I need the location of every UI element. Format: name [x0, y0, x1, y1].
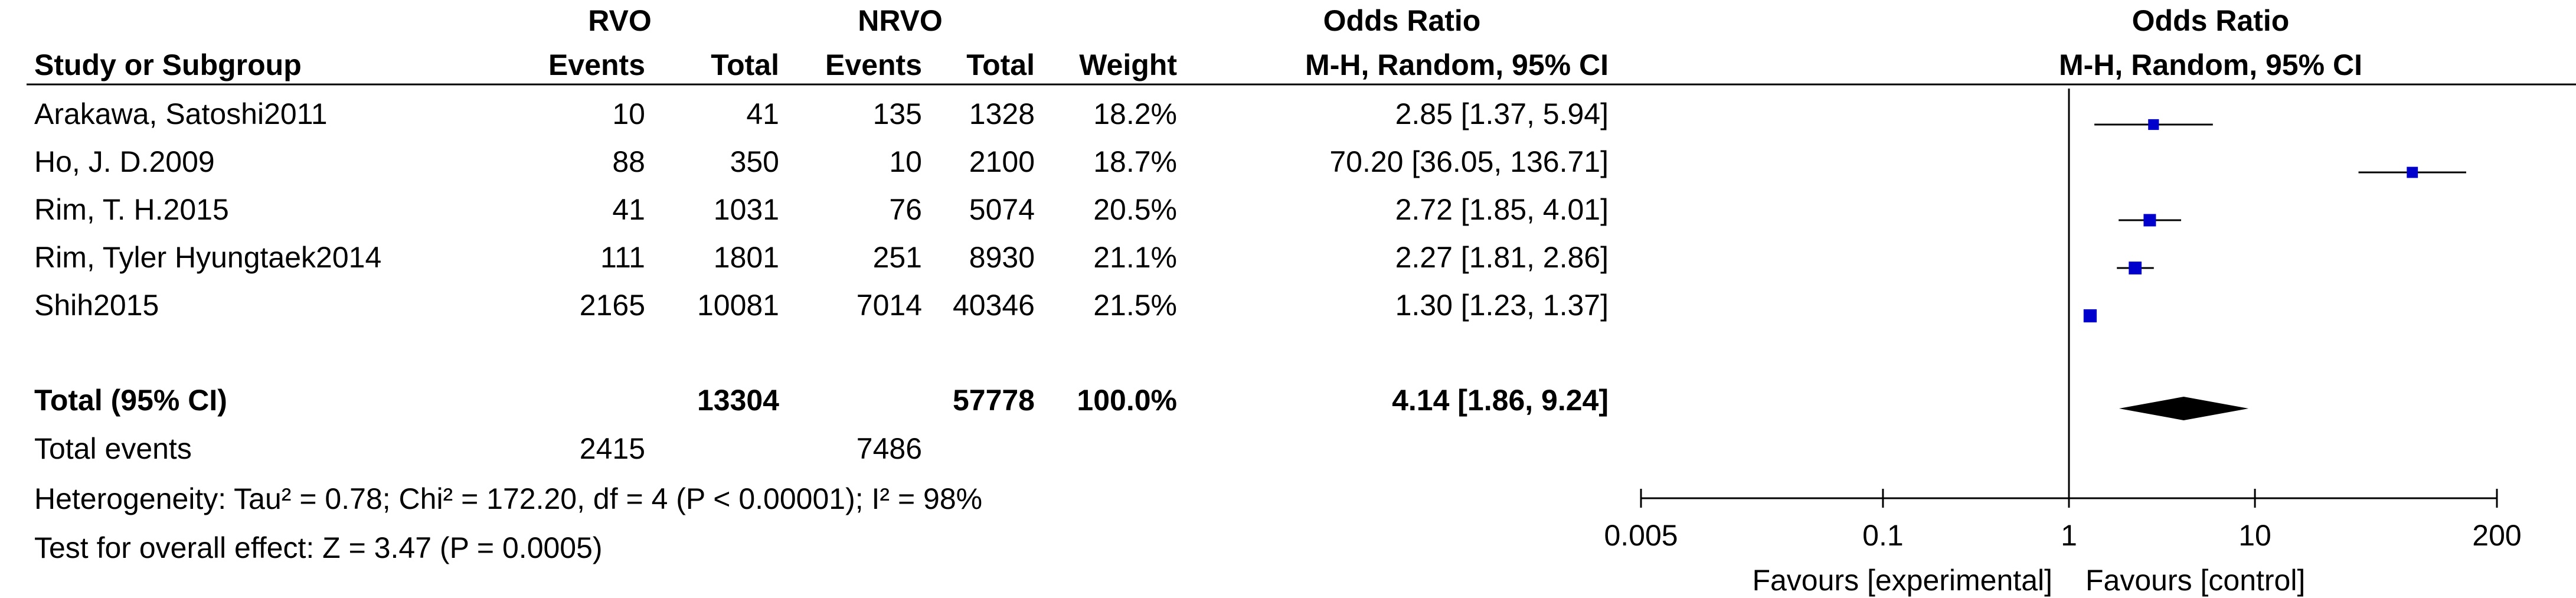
total-events-row: Total events 2415 7486 — [34, 432, 922, 465]
total-weight: 100.0% — [1077, 384, 1177, 417]
row-study-name: Ho, J. D.2009 — [34, 145, 215, 178]
study-rows: Arakawa, Satoshi2011 10 41 135 1328 18.2… — [34, 97, 1609, 322]
study-point-marker — [2083, 309, 2097, 323]
row-rvo-total: 350 — [730, 145, 779, 178]
row-study-name: Shih2015 — [34, 289, 159, 322]
total-row: Total (95% CI) 13304 57778 100.0% 4.14 [… — [34, 384, 1609, 417]
row-weight: 20.5% — [1093, 193, 1177, 226]
row-weight: 21.1% — [1093, 241, 1177, 274]
study-point-marker — [2148, 119, 2159, 130]
table-row: Arakawa, Satoshi2011 10 41 135 1328 18.2… — [34, 97, 1609, 130]
row-nrvo-total: 2100 — [969, 145, 1035, 178]
row-study-name: Rim, Tyler Hyungtaek2014 — [34, 241, 381, 274]
group-header-row: RVO NRVO Odds Ratio Odds Ratio — [588, 4, 2289, 37]
total-rvo-total: 13304 — [697, 384, 779, 417]
row-rvo-total: 1031 — [714, 193, 779, 226]
x-axis-tick-label: 0.1 — [1862, 519, 1904, 552]
table-row: Shih2015 2165 10081 7014 40346 21.5% 1.3… — [34, 289, 1609, 322]
group-header-nrvo: NRVO — [858, 4, 943, 37]
row-weight: 18.2% — [1093, 97, 1177, 130]
heterogeneity-text: Heterogeneity: Tau² = 0.78; Chi² = 172.2… — [34, 482, 982, 515]
favours-experimental-label: Favours [experimental] — [1752, 564, 2052, 597]
study-point-marker — [2143, 214, 2156, 227]
row-nrvo-events: 135 — [873, 97, 922, 130]
col-header-rvo-total: Total — [711, 48, 779, 81]
row-rvo-total: 1801 — [714, 241, 779, 274]
row-nrvo-events: 10 — [889, 145, 922, 178]
row-rvo-total: 41 — [746, 97, 779, 130]
group-header-odds-ratio-table: Odds Ratio — [1323, 4, 1481, 37]
total-label: Total (95% CI) — [34, 384, 227, 417]
group-header-odds-ratio-plot: Odds Ratio — [2132, 4, 2290, 37]
total-events-nrvo: 7486 — [857, 432, 922, 465]
row-nrvo-total: 40346 — [953, 289, 1035, 322]
study-markers — [2083, 119, 2466, 323]
total-events-rvo: 2415 — [580, 432, 645, 465]
forest-plot: 0.005 0.1 1 10 200 Favours [experimental] Fa… — [1604, 89, 2522, 597]
col-header-nrvo-events: Events — [825, 48, 922, 81]
column-header-row: Study or Subgroup Events Total Events To… — [34, 48, 2362, 81]
row-odds-ratio-ci: 2.27 [1.81, 2.86] — [1395, 241, 1609, 274]
x-axis-ticks: 0.005 0.1 1 10 200 — [1604, 489, 2522, 552]
row-nrvo-events: 251 — [873, 241, 922, 274]
row-rvo-events: 2165 — [580, 289, 645, 322]
row-rvo-events: 10 — [612, 97, 645, 130]
row-rvo-events: 41 — [612, 193, 645, 226]
table-row: Rim, Tyler Hyungtaek2014 111 1801 251 89… — [34, 241, 1609, 274]
col-header-ci-plot: M-H, Random, 95% CI — [2059, 48, 2362, 81]
table-row: Ho, J. D.2009 88 350 10 2100 18.7% 70.20… — [34, 145, 1609, 178]
col-header-study: Study or Subgroup — [34, 48, 302, 81]
col-header-rvo-events: Events — [548, 48, 645, 81]
row-nrvo-events: 76 — [889, 193, 922, 226]
row-rvo-total: 10081 — [697, 289, 779, 322]
x-axis-tick-label: 200 — [2472, 519, 2521, 552]
row-study-name: Rim, T. H.2015 — [34, 193, 229, 226]
row-nrvo-total: 5074 — [969, 193, 1035, 226]
favours-control-label: Favours [control] — [2085, 564, 2305, 597]
total-events-label: Total events — [34, 432, 192, 465]
row-rvo-events: 111 — [600, 241, 645, 274]
x-axis-tick-label: 1 — [2061, 519, 2077, 552]
row-odds-ratio-ci: 1.30 [1.23, 1.37] — [1395, 289, 1609, 322]
total-nrvo-total: 57778 — [953, 384, 1035, 417]
col-header-ci-table: M-H, Random, 95% CI — [1305, 48, 1609, 81]
overall-effect-text: Test for overall effect: Z = 3.47 (P = 0… — [34, 531, 603, 564]
row-nrvo-events: 7014 — [857, 289, 922, 322]
row-study-name: Arakawa, Satoshi2011 — [34, 97, 328, 130]
col-header-nrvo-total: Total — [966, 48, 1035, 81]
row-rvo-events: 88 — [612, 145, 645, 178]
study-point-marker — [2129, 262, 2142, 275]
row-nrvo-total: 8930 — [969, 241, 1035, 274]
col-header-weight: Weight — [1079, 48, 1177, 81]
study-point-marker — [2407, 166, 2418, 178]
pooled-effect-diamond — [2119, 397, 2249, 420]
row-weight: 21.5% — [1093, 289, 1177, 322]
row-nrvo-total: 1328 — [969, 97, 1035, 130]
group-header-rvo: RVO — [588, 4, 651, 37]
row-odds-ratio-ci: 2.72 [1.85, 4.01] — [1395, 193, 1609, 226]
row-weight: 18.7% — [1093, 145, 1177, 178]
row-odds-ratio-ci: 70.20 [36.05, 136.71] — [1329, 145, 1609, 178]
table-row: Rim, T. H.2015 41 1031 76 5074 20.5% 2.7… — [34, 193, 1609, 226]
row-odds-ratio-ci: 2.85 [1.37, 5.94] — [1395, 97, 1609, 130]
total-odds-ratio-ci: 4.14 [1.86, 9.24] — [1392, 384, 1609, 417]
x-axis-tick-label: 0.005 — [1604, 519, 1678, 552]
x-axis-tick-label: 10 — [2238, 519, 2271, 552]
